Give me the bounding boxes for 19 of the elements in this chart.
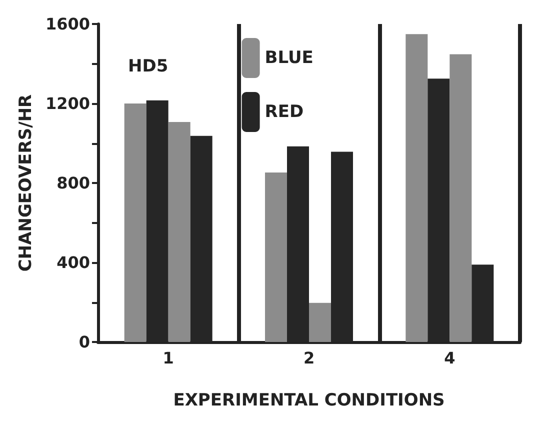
legend-label: BLUE — [264, 48, 314, 68]
bar — [406, 34, 428, 342]
bar — [450, 54, 472, 342]
x-tick-label: 2 — [303, 348, 315, 368]
y-tick-label: 1200 — [45, 94, 90, 113]
bar — [265, 172, 287, 342]
bar — [168, 122, 190, 342]
y-tick-label: 800 — [56, 174, 90, 192]
bar — [309, 302, 331, 342]
x-axis-title: EXPERIMENTAL CONDITIONS — [173, 390, 445, 410]
y-tick-label: 1600 — [45, 14, 90, 34]
y-tick-label: 0 — [78, 332, 90, 352]
annotation: HD5 — [128, 56, 168, 76]
y-tick-label: 400 — [56, 253, 90, 272]
legend-label: RED — [264, 102, 304, 122]
x-tick-label: 4 — [444, 348, 456, 368]
x-tick-label: 1 — [162, 348, 174, 368]
bar — [124, 104, 146, 342]
y-axis-title: CHANGEOVERS/HR — [16, 94, 36, 272]
